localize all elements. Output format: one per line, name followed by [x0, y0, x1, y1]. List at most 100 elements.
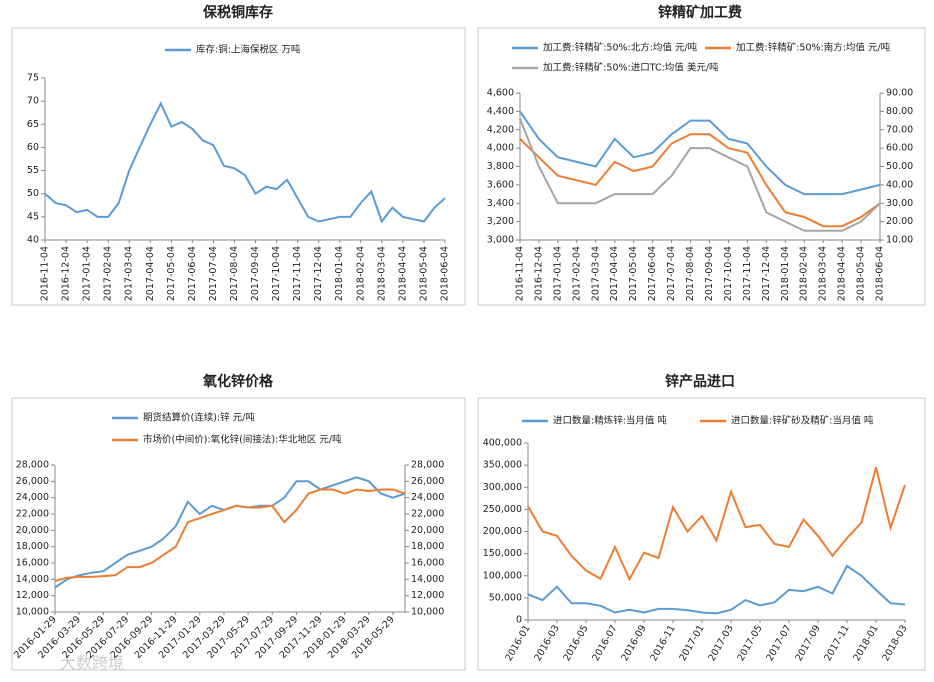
y-tick-label: 150,000 [483, 548, 522, 559]
x-tick-label: 2017-03-04 [590, 246, 601, 301]
x-tick-label: 2017-04-04 [609, 246, 620, 301]
legend-label: 加工费:锌精矿:50%:进口TC:均值 美元/吨 [543, 62, 719, 74]
series-line [519, 133, 881, 228]
series-line [44, 101, 446, 224]
x-tick-label: 2018-03-04 [818, 246, 829, 301]
y2-tick-label: 10.00 [886, 235, 913, 246]
x-tick-label: 2018-06-04 [440, 246, 451, 301]
y-tick-label: 3,000 [487, 235, 514, 246]
y2-tick-label: 16,000 [411, 558, 444, 569]
x-tick-label: 2017-05-04 [628, 246, 639, 301]
x-tick-label: 2018-03-04 [376, 246, 387, 301]
y2-tick-label: 70.00 [886, 124, 913, 135]
x-tick-label: 2017-05-04 [166, 246, 177, 301]
y-tick-label: 75 [27, 73, 39, 84]
x-tick-label: 2016-12-04 [533, 246, 544, 301]
y-tick-label: 45 [27, 211, 39, 222]
y-tick-label: 16,000 [16, 558, 49, 569]
y-tick-label: 4,000 [487, 143, 514, 154]
x-tick-label: 2016-11-04 [515, 246, 526, 301]
y-tick-label: 250,000 [483, 504, 522, 515]
y-tick-label: 3,200 [487, 216, 514, 227]
x-tick-label: 2018-06-04 [875, 246, 886, 301]
y-tick-label: 26,000 [16, 476, 49, 487]
y-tick-label: 200,000 [483, 526, 522, 537]
x-tick-label: 2017-08-04 [685, 246, 696, 301]
x-tick-label: 2017-09-04 [704, 246, 715, 301]
x-tick-label: 2017-11-04 [742, 246, 753, 301]
y-tick-label: 300,000 [483, 482, 522, 493]
y2-tick-label: 12,000 [411, 590, 444, 601]
y-tick-label: 50 [27, 188, 39, 199]
y2-tick-label: 28,000 [411, 460, 444, 471]
y2-tick-label: 18,000 [411, 541, 444, 552]
y2-tick-label: 22,000 [411, 509, 444, 520]
panel [11, 27, 466, 306]
x-tick-label: 2018-01-04 [780, 246, 791, 301]
y2-tick-label: 26,000 [411, 476, 444, 487]
y-tick-label: 3,400 [487, 198, 514, 209]
x-tick-label: 2017-12-04 [313, 246, 324, 301]
y-tick-label: 4,200 [487, 124, 514, 135]
legend-label: 期货结算价(连续):锌 元/吨 [143, 412, 255, 424]
y-tick-label: 12,000 [16, 590, 49, 601]
x-tick-label: 2017-06-04 [187, 246, 198, 301]
y-tick-label: 50,000 [489, 592, 522, 603]
x-tick-label: 2018-04-04 [837, 246, 848, 301]
y-tick-label: 60 [27, 142, 39, 153]
chart-title: 锌产品进口 [665, 373, 735, 390]
y-tick-label: 28,000 [16, 460, 49, 471]
y-tick-label: 100,000 [483, 570, 522, 581]
x-tick-label: 2017-01-04 [82, 246, 93, 301]
x-tick-label: 2017-02-04 [571, 246, 582, 301]
x-tick-label: 2017-08-04 [229, 246, 240, 301]
series-line [527, 564, 906, 615]
y-tick-label: 70 [27, 96, 39, 107]
x-tick-label: 2017-10-04 [271, 246, 282, 301]
y2-tick-label: 20.00 [886, 216, 913, 227]
x-tick-label: 2018-02-04 [355, 246, 366, 301]
y2-tick-label: 24,000 [411, 492, 444, 503]
y-tick-label: 20,000 [16, 525, 49, 536]
y2-tick-label: 14,000 [411, 574, 444, 585]
y2-tick-label: 60.00 [886, 143, 913, 154]
x-tick-label: 2017-02-04 [103, 246, 114, 301]
y-tick-label: 350,000 [483, 460, 522, 471]
chart-title: 保税铜库存 [202, 4, 273, 21]
y-tick-label: 0 [516, 615, 522, 626]
series-line [54, 488, 406, 582]
legend-label: 加工费:锌精矿:50%:南方:均值 元/吨 [736, 42, 891, 54]
y-tick-label: 4,600 [487, 88, 514, 99]
y-tick-label: 24,000 [16, 492, 49, 503]
x-tick-label: 2018-05-04 [418, 246, 429, 301]
x-tick-label: 2018-02-04 [799, 246, 810, 301]
y-tick-label: 3,800 [487, 161, 514, 172]
x-tick-label: 2017-07-04 [208, 246, 219, 301]
y-tick-label: 18,000 [16, 541, 49, 552]
y2-tick-label: 10,000 [411, 607, 444, 618]
series-line [527, 467, 906, 582]
x-tick-label: 2017-07-04 [666, 246, 677, 301]
y-tick-label: 65 [27, 119, 39, 130]
x-tick-label: 2017-01-04 [552, 246, 563, 301]
chart-title: 氧化锌价格 [202, 373, 274, 390]
y-tick-label: 14,000 [16, 574, 49, 585]
x-tick-label: 2017-03-04 [124, 246, 135, 301]
y2-tick-label: 40.00 [886, 179, 913, 190]
x-tick-label: 2017-09-04 [250, 246, 261, 301]
x-tick-label: 2017-12-04 [761, 246, 772, 301]
x-tick-label: 2018-05-04 [856, 246, 867, 301]
series-line [519, 118, 881, 232]
x-tick-label: 2016-12-04 [61, 246, 72, 301]
legend-label: 进口数量:精炼锌:当月值 吨 [553, 415, 667, 427]
y-tick-label: 400,000 [483, 438, 522, 449]
x-tick-label: 2018-01-04 [334, 246, 345, 301]
y2-tick-label: 90.00 [886, 88, 913, 99]
series-line [519, 110, 881, 196]
x-tick-label: 2016-11-04 [40, 246, 51, 301]
y-tick-label: 10,000 [16, 607, 49, 618]
legend-label: 库存:铜:上海保税区 万吨 [196, 44, 301, 56]
x-tick-label: 2017-11-04 [292, 246, 303, 301]
y2-tick-label: 30.00 [886, 198, 913, 209]
